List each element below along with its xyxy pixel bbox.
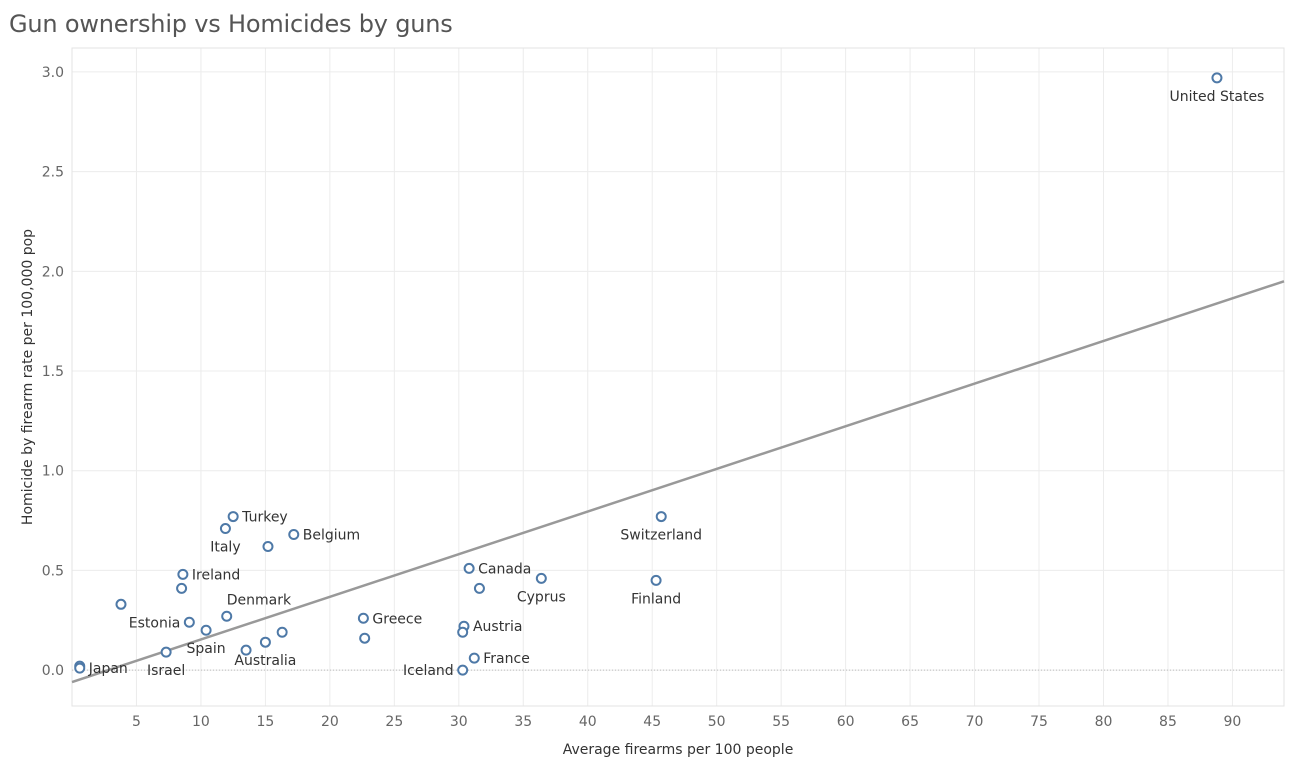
point-label: Turkey [241,510,288,526]
x-tick-label: 20 [321,714,339,730]
x-tick-label: 25 [385,714,403,730]
x-axis-ticks: 5 10 15 20 25 30 35 40 45 50 55 60 65 70 75 80 85 90 [132,714,1241,730]
data-point [221,610,233,622]
data-point [177,568,189,580]
y-tick-label: 0.0 [42,663,64,679]
x-tick-label: 40 [579,714,597,730]
point-label: Austria [473,619,522,635]
x-tick-label: 15 [256,714,274,730]
point-label: Finland [631,591,681,607]
point-label: Australia [234,653,296,669]
x-tick-label: 60 [837,714,855,730]
data-point [655,511,667,523]
data-point [357,612,369,624]
point-label: Japan [88,661,128,677]
x-tick-label: 80 [1095,714,1113,730]
chart-title: Gun ownership vs Homicides by guns [9,10,453,38]
data-point [457,664,469,676]
data-point [359,632,371,644]
data-point [535,572,547,584]
data-point [183,616,195,628]
data-point [74,662,86,674]
x-tick-label: 70 [966,714,984,730]
point-label: France [483,651,530,667]
point-label: Cyprus [517,589,566,605]
point-label: Italy [210,540,240,556]
data-point [457,626,469,638]
data-point [227,511,239,523]
trend-line [71,280,1285,684]
x-tick-label: 65 [901,714,919,730]
point-label: Canada [478,561,531,577]
data-point [288,529,300,541]
data-point [262,540,274,552]
point-label: Estonia [129,615,181,631]
point-label: Ireland [192,567,240,583]
x-tick-label: 55 [772,714,790,730]
x-tick-label: 5 [132,714,141,730]
gridlines [72,48,1284,706]
x-tick-label: 30 [450,714,468,730]
data-point [115,598,127,610]
y-tick-label: 1.0 [42,464,64,480]
point-label: Israel [147,663,185,679]
data-point [160,646,172,658]
point-label: Greece [372,611,422,627]
data-point [219,523,231,535]
point-label: Belgium [303,528,360,544]
y-tick-label: 2.0 [42,264,64,280]
y-tick-label: 3.0 [42,65,64,81]
x-tick-label: 75 [1030,714,1048,730]
x-axis-title: Average firearms per 100 people [563,742,794,758]
data-point [176,582,188,594]
y-tick-label: 0.5 [42,563,64,579]
x-tick-label: 45 [643,714,661,730]
data-point [1211,72,1223,84]
y-tick-label: 1.5 [42,364,64,380]
point-label: Switzerland [620,528,702,544]
data-point [259,636,271,648]
data-point [240,644,252,656]
point-label: Iceland [403,663,454,679]
x-tick-label: 35 [514,714,532,730]
x-tick-label: 10 [192,714,210,730]
data-point [468,652,480,664]
x-tick-label: 85 [1159,714,1177,730]
y-tick-label: 2.5 [42,165,64,181]
y-axis-title: Homicide by firearm rate per 100,000 pop [20,229,36,525]
point-label: United States [1170,89,1265,105]
data-point [200,624,212,636]
data-point [650,574,662,586]
y-axis-ticks: 0.0 0.5 1.0 1.5 2.0 2.5 3.0 [42,65,64,679]
plot-frame [71,47,1285,707]
x-tick-label: 90 [1224,714,1242,730]
point-label: Spain [187,641,226,657]
data-points [74,72,1223,676]
data-point [463,562,475,574]
point-labels: United States Switzerland Finland Cyprus Can… [88,89,1265,679]
point-label: Denmark [227,592,292,608]
x-tick-label: 50 [708,714,726,730]
data-point [473,582,485,594]
data-point [276,626,288,638]
